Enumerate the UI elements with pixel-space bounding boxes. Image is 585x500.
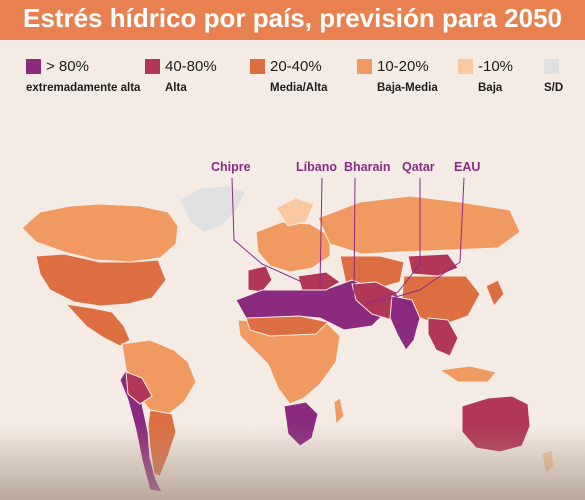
legend-swatch-extreme (26, 59, 41, 74)
callout-line-libano (319, 177, 323, 287)
callout-eau: EAU (454, 160, 481, 174)
callout-line-qatar (365, 178, 421, 305)
callout-line-eau (377, 177, 465, 303)
region-iberia (247, 265, 273, 293)
legend-value-medium-high: 20-40% (270, 58, 322, 75)
legend-label-low-medium: Baja-Media (377, 82, 438, 94)
region-new-zealand (541, 449, 555, 476)
callout-qatar: Qatar (402, 160, 435, 174)
region-mongolia (407, 253, 459, 277)
legend-value-extreme: > 80% (46, 58, 89, 75)
legend-swatch-low (458, 59, 473, 74)
callout-libano: Líbano (296, 160, 337, 174)
region-mexico (64, 303, 131, 347)
region-southern-africa (283, 401, 319, 447)
callout-chipre: Chipre (211, 160, 251, 174)
legend-value-low-medium: 10-20% (377, 58, 429, 75)
region-russia (317, 195, 521, 255)
callout-line-bharain (353, 177, 356, 299)
legend-label-medium-high: Media/Alta (270, 82, 328, 94)
legend-swatch-medium-high (250, 59, 265, 74)
region-peru-bolivia (125, 371, 153, 405)
region-usa (35, 253, 167, 307)
callout-line-chipre (231, 177, 303, 283)
region-greenland (179, 185, 247, 233)
region-japan (485, 279, 505, 307)
legend-label-extreme: extremadamente alta (26, 82, 141, 94)
region-turkey (297, 271, 341, 291)
legend: > 80% extremadamente alta 40-80% Alta 20… (0, 56, 585, 106)
legend-swatch-no-data (544, 59, 559, 74)
page-title: Estrés hídrico por país, previsión para … (23, 3, 562, 33)
region-india (389, 295, 421, 351)
region-sahel (245, 315, 330, 337)
region-indonesia (438, 365, 497, 383)
region-madagascar (333, 397, 345, 426)
legend-label-high: Alta (165, 82, 187, 94)
region-southeast-asia (427, 317, 459, 357)
title-bar (0, 0, 585, 40)
callout-bharain: Bharain (344, 160, 391, 174)
legend-value-high: 40-80% (165, 58, 217, 75)
legend-value-low: -10% (478, 58, 514, 75)
region-australia (461, 395, 531, 453)
world-map (21, 177, 555, 493)
legend-label-low: Baja (478, 82, 503, 94)
region-europe (255, 221, 331, 273)
region-scandinavia (275, 197, 315, 227)
legend-label-no-data: S/D (544, 82, 564, 94)
legend-swatch-high (145, 59, 160, 74)
legend-swatch-low-medium (357, 59, 372, 74)
region-canada (21, 203, 179, 263)
